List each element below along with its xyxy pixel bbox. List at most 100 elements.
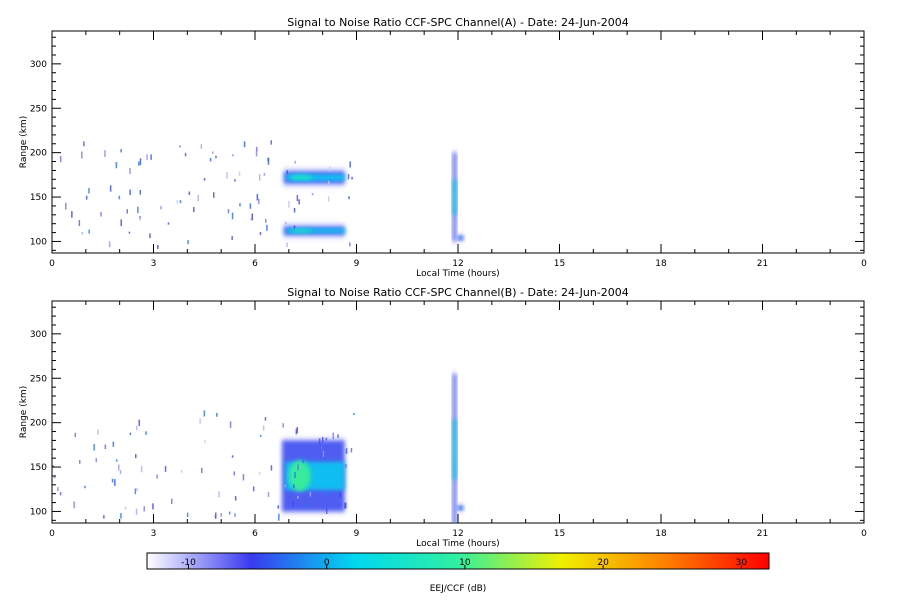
noise-pixel: [115, 459, 118, 462]
noise-pixel: [250, 217, 252, 221]
noise-pixel: [231, 455, 234, 458]
y-axis-label: Range (km): [19, 116, 29, 168]
noise-pixel: [146, 154, 148, 161]
x-tick-label: 18: [655, 529, 667, 539]
plot-area: [51, 30, 865, 254]
noise-pixel: [252, 486, 255, 492]
noise-pixel: [129, 167, 131, 174]
echo-feature: [283, 222, 345, 240]
noise-pixel: [81, 151, 83, 159]
noise-pixel: [243, 141, 246, 148]
noise-pixel: [329, 166, 331, 172]
noise-pixel: [115, 162, 118, 169]
plot-area: [51, 300, 865, 524]
x-tick-label: 0: [49, 259, 55, 269]
noise-pixel: [259, 232, 262, 236]
noise-pixel: [309, 491, 312, 497]
noise-pixel: [83, 141, 85, 147]
y-tick-label: 100: [30, 237, 47, 247]
noise-pixel: [200, 144, 203, 149]
x-tick-label: 9: [354, 529, 360, 539]
noise-pixel: [111, 478, 114, 483]
noise-pixel: [138, 419, 140, 426]
colorbar-tick-label: 0: [324, 558, 330, 568]
noise-pixel: [227, 209, 230, 214]
noise-pixel: [262, 425, 265, 431]
noise-pixel: [197, 194, 199, 202]
noise-pixel: [328, 196, 330, 202]
noise-pixel: [292, 501, 294, 506]
noise-pixel: [216, 412, 218, 417]
noise-pixel: [118, 464, 120, 471]
x-tick-label: 6: [252, 529, 258, 539]
noise-pixel: [85, 195, 88, 200]
noise-pixel: [145, 431, 147, 435]
noise-pixel: [229, 421, 232, 428]
noise-pixel: [139, 216, 141, 220]
noise-pixel: [84, 485, 86, 489]
noise-pixel: [228, 511, 231, 515]
y-tick-label: 150: [30, 463, 47, 473]
noise-pixel: [71, 211, 73, 218]
noise-pixel: [59, 492, 62, 496]
noise-pixel: [143, 506, 145, 512]
noise-pixel: [328, 180, 330, 187]
noise-pixel: [270, 140, 272, 145]
colorbar-label: EEJ/CCF (dB): [430, 584, 487, 594]
echo-peak: [288, 460, 311, 492]
noise-pixel: [120, 219, 122, 227]
noise-pixel: [97, 429, 99, 435]
noise-pixel: [339, 492, 341, 498]
noise-pixel: [209, 157, 212, 162]
x-tick-label: 21: [757, 529, 768, 539]
noise-pixel: [258, 198, 260, 205]
noise-pixel: [124, 506, 127, 510]
noise-pixel: [139, 218, 141, 221]
echo-feature: [282, 436, 345, 516]
noise-pixel: [120, 513, 122, 519]
x-tick-label: 15: [554, 259, 565, 269]
snr-features: [282, 369, 464, 523]
noise-pixel: [296, 427, 298, 434]
noise-pixel: [135, 454, 137, 459]
x-axis-label: Local Time (hours): [416, 539, 499, 549]
noise-pixel: [114, 479, 116, 486]
noise-pixel: [135, 508, 138, 515]
noise-pixel: [140, 466, 143, 473]
y-tick-label: 300: [30, 330, 47, 340]
y-tick-label: 200: [30, 149, 47, 159]
noise-pixel: [93, 444, 95, 451]
noise-pixel: [293, 225, 296, 229]
noise-pixel: [156, 474, 158, 479]
noise-pixel: [74, 432, 76, 438]
noise-pixel: [184, 152, 187, 157]
noise-pixel: [258, 472, 261, 475]
noise-pixel: [298, 199, 300, 205]
noise-pixel: [278, 513, 280, 521]
noise-pixel: [137, 206, 139, 214]
noise-pixel: [267, 157, 270, 165]
x-tick-label: 3: [151, 259, 157, 269]
noise-pixel: [233, 471, 235, 476]
noise-pixel: [201, 467, 203, 474]
noise-pixel: [242, 474, 245, 481]
noise-pixel: [88, 188, 90, 194]
noise-pixel: [187, 240, 189, 245]
noise-pixel: [294, 160, 296, 164]
noise-pixel: [234, 179, 236, 182]
noise-pixel: [203, 178, 206, 181]
noise-pixel: [149, 233, 151, 239]
noise-pixel: [345, 448, 348, 454]
noise-pixel: [129, 432, 132, 436]
axes: 0 3 6 9 12 15 18 21 0 100 150 200 250 300: [30, 301, 867, 539]
noise-pixel: [214, 515, 217, 518]
noise-pixel: [176, 200, 178, 204]
colorbar-tick-label: 20: [597, 558, 609, 568]
noise-pixel: [118, 195, 121, 200]
noise-pixel: [188, 191, 191, 195]
x-tick-label: 15: [554, 529, 565, 539]
noise-pixel: [104, 150, 106, 157]
noise-pixel: [220, 513, 222, 517]
noise-pixel: [108, 241, 111, 248]
noise-pixel: [297, 464, 299, 471]
